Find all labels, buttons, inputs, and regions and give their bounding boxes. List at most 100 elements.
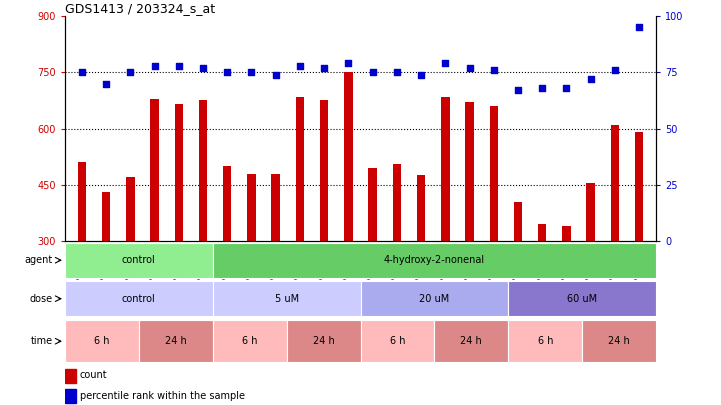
Bar	[508, 281, 656, 316]
Point	[270, 71, 281, 78]
Text: control: control	[122, 255, 156, 265]
Bar	[126, 177, 135, 241]
Text: GSM45098: GSM45098	[391, 241, 397, 279]
Bar	[223, 166, 231, 241]
Text: 24 h: 24 h	[165, 336, 187, 346]
Bar	[139, 320, 213, 362]
Bar	[393, 164, 401, 241]
Text: GSM45110: GSM45110	[415, 241, 421, 279]
Bar	[271, 173, 280, 241]
Text: GSM43955: GSM43955	[76, 241, 82, 279]
Bar	[296, 97, 304, 241]
Point	[342, 60, 354, 67]
Text: GSM45101: GSM45101	[318, 241, 324, 279]
Text: GSM45108: GSM45108	[124, 241, 131, 279]
Text: GSM45100: GSM45100	[173, 241, 179, 279]
Bar	[65, 243, 213, 277]
Point	[198, 65, 209, 71]
Bar	[635, 132, 643, 241]
Text: 24 h: 24 h	[609, 336, 630, 346]
Point	[149, 62, 160, 69]
Bar	[586, 183, 595, 241]
Bar	[360, 281, 508, 316]
Bar	[65, 320, 139, 362]
Bar	[508, 320, 583, 362]
Text: GSM45097: GSM45097	[245, 241, 252, 279]
Bar	[514, 202, 522, 241]
Text: dose: dose	[30, 294, 53, 304]
Bar	[199, 100, 207, 241]
Point	[464, 65, 475, 71]
Text: GSM43958: GSM43958	[512, 241, 518, 279]
Text: GSM45086: GSM45086	[149, 241, 154, 279]
Text: GDS1413 / 203324_s_at: GDS1413 / 203324_s_at	[65, 2, 215, 15]
Bar	[286, 320, 360, 362]
Point	[221, 69, 233, 76]
Bar	[490, 106, 498, 241]
Bar	[213, 281, 360, 316]
Point	[391, 69, 402, 76]
Point	[100, 80, 112, 87]
Text: GSM45111: GSM45111	[560, 241, 567, 279]
Bar	[174, 104, 183, 241]
Text: 24 h: 24 h	[313, 336, 335, 346]
Point	[536, 85, 548, 92]
Text: 24 h: 24 h	[461, 336, 482, 346]
Bar	[65, 389, 76, 403]
Text: GSM45088: GSM45088	[439, 241, 446, 279]
Text: GSM45112: GSM45112	[197, 241, 203, 279]
Bar	[213, 320, 286, 362]
Point	[585, 76, 596, 82]
Bar	[368, 168, 377, 241]
Bar	[65, 281, 213, 316]
Point	[488, 67, 500, 73]
Point	[173, 62, 185, 69]
Text: 5 uM: 5 uM	[275, 294, 298, 304]
Text: control: control	[122, 294, 156, 304]
Text: GSM45115: GSM45115	[633, 241, 639, 279]
Text: GSM45090: GSM45090	[585, 241, 590, 279]
Text: GSM45114: GSM45114	[488, 241, 494, 279]
Point	[415, 71, 427, 78]
Bar	[611, 125, 619, 241]
Text: 6 h: 6 h	[242, 336, 257, 346]
Bar	[247, 173, 256, 241]
Bar	[441, 97, 450, 241]
Text: GSM43956: GSM43956	[221, 241, 227, 279]
Point	[125, 69, 136, 76]
Point	[319, 65, 330, 71]
Text: GSM45087: GSM45087	[294, 241, 300, 279]
Bar	[434, 320, 508, 362]
Bar	[465, 102, 474, 241]
Point	[609, 67, 621, 73]
Point	[561, 85, 572, 92]
Text: 6 h: 6 h	[94, 336, 110, 346]
Text: GSM45109: GSM45109	[270, 241, 275, 279]
Text: GSM45094: GSM45094	[100, 241, 106, 279]
Text: 6 h: 6 h	[538, 336, 553, 346]
Text: GSM45104: GSM45104	[464, 241, 469, 279]
Text: 60 uM: 60 uM	[567, 294, 597, 304]
Bar	[344, 72, 353, 241]
Text: 20 uM: 20 uM	[420, 294, 449, 304]
Text: count: count	[80, 371, 107, 380]
Bar	[102, 192, 110, 241]
Point	[512, 87, 523, 94]
Point	[246, 69, 257, 76]
Bar	[320, 100, 328, 241]
Text: percentile rank within the sample: percentile rank within the sample	[80, 391, 244, 401]
Bar	[65, 369, 76, 383]
Bar	[583, 320, 656, 362]
Point	[440, 60, 451, 67]
Text: GSM45113: GSM45113	[342, 241, 348, 279]
Point	[294, 62, 306, 69]
Text: time: time	[31, 336, 53, 346]
Bar	[417, 175, 425, 241]
Text: GSM43957: GSM43957	[366, 241, 373, 279]
Text: GSM45099: GSM45099	[536, 241, 542, 279]
Text: 6 h: 6 h	[390, 336, 405, 346]
Bar	[538, 224, 547, 241]
Text: 4-hydroxy-2-nonenal: 4-hydroxy-2-nonenal	[384, 255, 485, 265]
Point	[76, 69, 88, 76]
Bar	[213, 243, 656, 277]
